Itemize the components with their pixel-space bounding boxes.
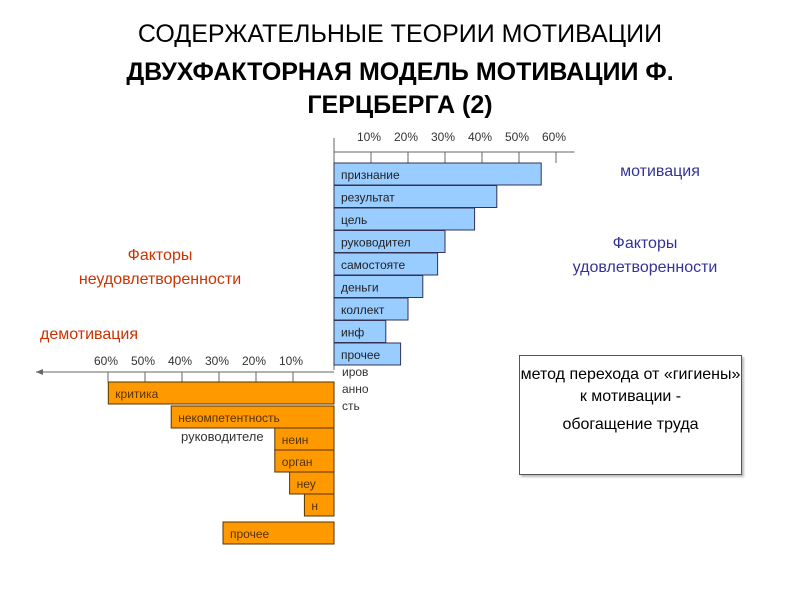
overflow-text-informirovannost: иров анно сть bbox=[342, 365, 369, 413]
bottom-axis-tick-label: 20% bbox=[242, 354, 266, 368]
motivator-bar-label: признание bbox=[341, 168, 400, 182]
top-axis-tick-label: 30% bbox=[431, 130, 455, 144]
title-line-1: СОДЕРЖАТЕЛЬНЫЕ ТЕОРИИ МОТИВАЦИИ bbox=[137, 20, 663, 48]
bottom-axis-tick-label: 60% bbox=[94, 354, 118, 368]
motivator-bar-label: деньги bbox=[341, 281, 379, 295]
motivator-bar-label: коллект bbox=[341, 303, 385, 317]
motivator-bar bbox=[333, 342, 402, 366]
hygiene-bar-label: некомпетентность bbox=[178, 411, 280, 425]
top-axis-tick-label: 50% bbox=[505, 130, 529, 144]
satisfaction-factors-label: Факторы удовлетворенности bbox=[572, 235, 718, 276]
arrow-left-icon bbox=[36, 369, 43, 375]
motivator-bar-label: руководител bbox=[341, 236, 411, 250]
dissatisfaction-factors-label: Факторы неудовлетворенности bbox=[78, 247, 242, 288]
bottom-axis-tick-label: 50% bbox=[131, 354, 155, 368]
motivator-bar-label: результат bbox=[341, 191, 395, 205]
hygiene-bar bbox=[107, 381, 335, 405]
title-line-2: ДВУХФАКТОРНАЯ МОДЕЛЬ МОТИВАЦИИ Ф. ГЕРЦБЕ… bbox=[126, 58, 674, 119]
hygiene-bar-label: н bbox=[311, 499, 318, 513]
top-axis-tick-label: 20% bbox=[394, 130, 418, 144]
top-axis-tick-label: 10% bbox=[357, 130, 381, 144]
hygiene-bar bbox=[170, 405, 335, 429]
hygiene-bar-label: орган bbox=[282, 455, 313, 469]
motivator-bar-label: инф bbox=[341, 326, 364, 340]
hygiene-bar bbox=[303, 493, 335, 517]
method-text: метод перехода от «гигиены» к мотивации … bbox=[520, 366, 741, 405]
motivator-bar-label: самостояте bbox=[341, 258, 405, 272]
hygiene-bar bbox=[222, 521, 335, 545]
hygiene-bar-label: неу bbox=[297, 477, 316, 491]
hygiene-bar-label: прочее bbox=[230, 527, 270, 541]
motivator-bar-label: цель bbox=[341, 213, 367, 227]
bottom-axis-tick-label: 30% bbox=[205, 354, 229, 368]
bottom-axis-tick-label: 10% bbox=[279, 354, 303, 368]
hygiene-bar-label: неин bbox=[282, 433, 309, 447]
top-axis-tick-label: 40% bbox=[468, 130, 492, 144]
overflow-text-rukovoditele: руководителе bbox=[181, 429, 264, 444]
motivator-bar-label: прочее bbox=[341, 348, 381, 362]
hygiene-bar-label: критика bbox=[115, 387, 158, 401]
top-axis-tick-label: 60% bbox=[542, 130, 566, 144]
bottom-axis-tick-label: 40% bbox=[168, 354, 192, 368]
method-result: обогащение труда bbox=[562, 416, 699, 433]
motivation-label: мотивация bbox=[620, 163, 700, 180]
demotivation-label: демотивация bbox=[40, 326, 139, 343]
method-box: метод перехода от «гигиены» к мотивации … bbox=[519, 355, 742, 475]
